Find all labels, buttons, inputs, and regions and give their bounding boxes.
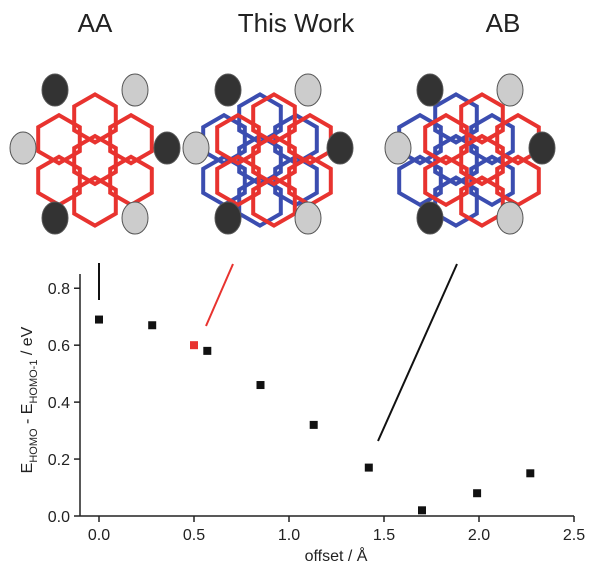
data-point xyxy=(256,381,265,390)
bond-ring xyxy=(423,154,469,208)
data-point xyxy=(364,463,373,472)
bond-ring xyxy=(459,133,505,187)
panel-label: This Work xyxy=(238,8,356,38)
bond-ring xyxy=(397,154,443,208)
x-tick-label: 2.0 xyxy=(468,527,490,544)
bond-ring xyxy=(72,133,118,187)
orbital-lobe xyxy=(41,73,69,107)
bond-ring xyxy=(251,92,297,145)
pointer-line xyxy=(377,263,458,442)
bond-ring xyxy=(469,154,515,208)
orbital-lobe xyxy=(41,201,69,235)
bond-ring xyxy=(215,112,261,166)
orbital-lobe xyxy=(121,73,149,107)
bond-ring xyxy=(108,154,154,208)
bond-ring xyxy=(72,92,118,145)
pointer-line xyxy=(205,263,234,327)
data-point xyxy=(309,420,318,429)
data-point xyxy=(203,346,212,355)
orbital-lobe xyxy=(294,73,322,107)
x-tick-label: 1.0 xyxy=(278,527,300,544)
panel-label: AB xyxy=(486,8,521,38)
orbital-lobe xyxy=(214,73,242,107)
y-tick-label: 0.4 xyxy=(48,395,70,412)
orbital-lobe xyxy=(294,201,322,235)
bond-ring xyxy=(72,175,118,228)
bond-ring xyxy=(36,154,82,208)
orbital-lobe xyxy=(182,131,210,165)
data-point xyxy=(526,469,535,478)
orbital-lobe xyxy=(153,131,181,165)
y-axis-label: EHOMO - EHOMO-1 / eV xyxy=(19,326,40,473)
y-tick-label: 0.6 xyxy=(48,338,70,355)
y-label-part: - E xyxy=(19,404,36,429)
data-point xyxy=(418,506,426,515)
bond-ring xyxy=(108,112,154,166)
bond-ring xyxy=(433,92,479,145)
x-tick-label: 0.0 xyxy=(88,527,110,544)
bond-ring xyxy=(423,112,469,166)
orbital-lobe xyxy=(416,73,444,107)
bond-ring xyxy=(459,92,505,145)
bond-ring xyxy=(237,92,283,145)
x-tick-label: 2.5 xyxy=(563,527,585,544)
data-point xyxy=(190,341,198,350)
bond-ring xyxy=(36,112,82,166)
bond-ring xyxy=(251,133,297,187)
orbital-lobe xyxy=(121,201,149,235)
bond-ring xyxy=(287,154,333,208)
bond-ring xyxy=(469,112,515,166)
bond-ring xyxy=(215,154,261,208)
orbital-lobe xyxy=(384,131,412,165)
y-tick-label: 0.8 xyxy=(48,281,70,298)
bond-ring xyxy=(433,133,479,187)
y-tick-label: 0.0 xyxy=(48,509,70,526)
x-axis-label: offset / Å xyxy=(305,546,368,565)
orbital-lobe xyxy=(528,131,556,165)
y-label-part: HOMO xyxy=(28,428,40,463)
bond-ring xyxy=(251,175,297,228)
y-label-part: / eV xyxy=(19,326,36,359)
data-point xyxy=(95,315,103,324)
orbital-lobe xyxy=(496,201,524,235)
orbital-lobe xyxy=(9,131,37,165)
data-point xyxy=(473,489,482,498)
y-label-part: HOMO-1 xyxy=(28,360,40,404)
panel-label: AA xyxy=(78,8,113,38)
y-tick-label: 0.2 xyxy=(48,452,70,469)
molecule-images xyxy=(9,73,556,235)
x-tick-label: 0.5 xyxy=(183,527,205,544)
orbital-lobe xyxy=(496,73,524,107)
orbital-lobe xyxy=(214,201,242,235)
data-point xyxy=(148,321,157,330)
y-label-part: E xyxy=(19,463,36,474)
bond-ring xyxy=(495,154,541,208)
orbital-lobe xyxy=(416,201,444,235)
orbital-lobe xyxy=(326,131,354,165)
x-tick-label: 1.5 xyxy=(373,527,395,544)
